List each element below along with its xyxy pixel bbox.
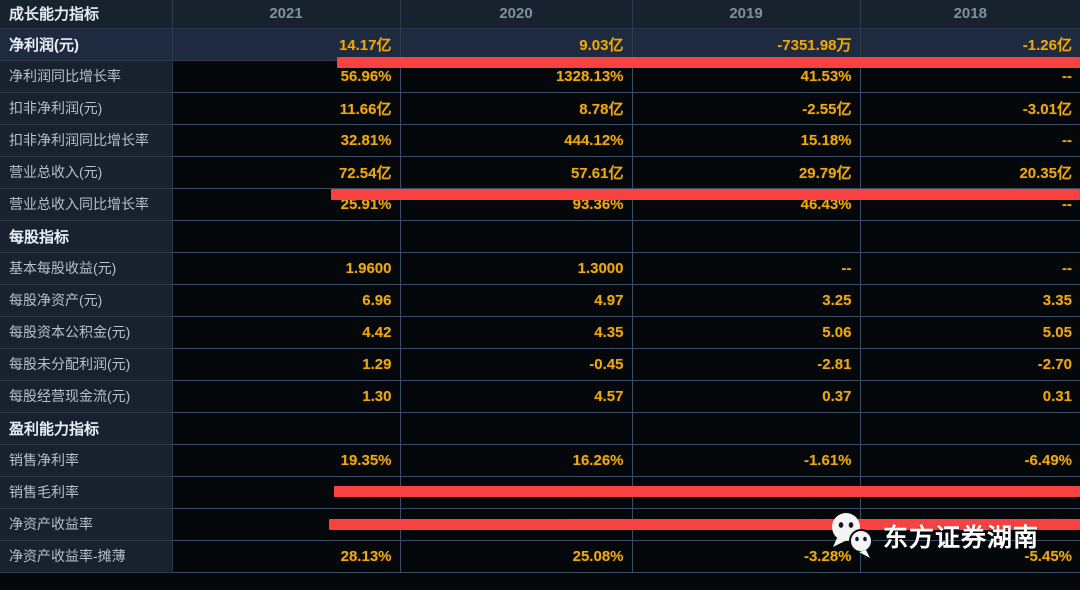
cell-2020[interactable]: 444.12% [399, 123, 633, 157]
cell-2020 [399, 411, 633, 445]
cell-2018[interactable]: 20.35亿 [859, 155, 1080, 189]
cell-2021[interactable]: 72.54亿 [171, 155, 401, 189]
table-row[interactable]: 销售净利率 19.35% 16.26% -1.61% -6.49% [0, 443, 1080, 477]
cell-2021[interactable]: 32.81% [171, 123, 401, 157]
cell-2021[interactable]: 1.29 [171, 347, 401, 381]
cell-2021[interactable]: 28.13% [171, 539, 401, 573]
watermark-text: 东方证券湖南 [883, 524, 1040, 552]
annotation-underline-gross-margin [329, 519, 1080, 530]
annotation-underline-net-margin [334, 486, 1080, 497]
cell-2021[interactable]: 1.9600 [171, 251, 401, 285]
cell-2019[interactable]: 29.79亿 [631, 155, 861, 189]
cell-2019 [631, 411, 861, 445]
cell-2020[interactable]: 1.3000 [399, 251, 633, 285]
cell-2020[interactable]: 57.61亿 [399, 155, 633, 189]
cell-2020[interactable]: 4.35 [399, 315, 633, 349]
table-row[interactable]: 每股经营现金流(元) 1.30 4.57 0.37 0.31 [0, 379, 1080, 413]
cell-2020[interactable]: 16.26% [399, 443, 633, 477]
cell-2020[interactable]: -0.45 [399, 347, 633, 381]
cell-2020[interactable]: 4.97 [399, 283, 633, 317]
table-row[interactable]: 营业总收入(元) 72.54亿 57.61亿 29.79亿 20.35亿 [0, 155, 1080, 189]
column-header-2021: 2021 [171, 0, 401, 29]
cell-2021[interactable]: 11.66亿 [171, 91, 401, 125]
cell-2019[interactable]: -2.55亿 [631, 91, 861, 125]
cell-2018[interactable]: -3.01亿 [859, 91, 1080, 125]
cell-2018[interactable]: -1.26亿 [859, 27, 1080, 61]
cell-2020[interactable]: 25.08% [399, 539, 633, 573]
table-row[interactable]: 每股未分配利润(元) 1.29 -0.45 -2.81 -2.70 [0, 347, 1080, 381]
cell-2019[interactable]: 3.25 [631, 283, 861, 317]
row-label: 盈利能力指标 [0, 411, 173, 445]
watermark: 东方证券湖南 [826, 512, 1039, 560]
row-label[interactable]: 每股净资产(元) [0, 283, 173, 317]
column-header-2019: 2019 [631, 0, 861, 29]
cell-2020[interactable]: 8.78亿 [399, 91, 633, 125]
row-label[interactable]: 每股未分配利润(元) [0, 347, 173, 381]
cell-2019 [631, 219, 861, 253]
column-header-2020: 2020 [399, 0, 633, 29]
row-label[interactable]: 扣非净利润同比增长率 [0, 123, 173, 157]
wechat-icon [832, 513, 873, 558]
table-row[interactable]: 基本每股收益(元) 1.9600 1.3000 -- -- [0, 251, 1080, 285]
table-row[interactable]: 扣非净利润(元) 11.66亿 8.78亿 -2.55亿 -3.01亿 [0, 91, 1080, 125]
cell-2018[interactable]: 3.35 [859, 283, 1080, 317]
table-row[interactable]: 净资产收益率-摊薄 28.13% 25.08% -3.28% -5.45% [0, 539, 1080, 573]
cell-2018[interactable]: -2.70 [859, 347, 1080, 381]
cell-2019[interactable]: -2.81 [631, 347, 861, 381]
cell-2020 [399, 219, 633, 253]
cell-2021[interactable]: 4.42 [171, 315, 401, 349]
row-label[interactable]: 营业总收入(元) [0, 155, 173, 189]
cell-2021 [171, 219, 401, 253]
cell-2021[interactable]: 19.35% [171, 443, 401, 477]
table-title: 成长能力指标 [0, 0, 173, 29]
cell-2018[interactable]: 5.05 [859, 315, 1080, 349]
cell-2018[interactable]: 0.31 [859, 379, 1080, 413]
cell-2021[interactable]: 1.30 [171, 379, 401, 413]
row-label[interactable]: 净利润同比增长率 [0, 59, 173, 93]
annotation-underline-net-profit [337, 57, 1080, 68]
row-label[interactable]: 营业总收入同比增长率 [0, 187, 173, 221]
row-label[interactable]: 净利润(元) [0, 27, 173, 61]
cell-2018 [859, 219, 1080, 253]
cell-2019[interactable]: -1.61% [631, 443, 861, 477]
cell-2021[interactable]: 14.17亿 [171, 27, 401, 61]
row-label[interactable]: 每股资本公积金(元) [0, 315, 173, 349]
cell-2020[interactable]: 4.57 [399, 379, 633, 413]
row-label[interactable]: 每股经营现金流(元) [0, 379, 173, 413]
annotation-underline-revenue [331, 189, 1080, 200]
cell-2019[interactable]: 0.37 [631, 379, 861, 413]
section-row: 盈利能力指标 [0, 411, 1080, 445]
table-row[interactable]: 每股资本公积金(元) 4.42 4.35 5.06 5.05 [0, 315, 1080, 349]
row-label[interactable]: 销售净利率 [0, 443, 173, 477]
table-row[interactable]: 每股净资产(元) 6.96 4.97 3.25 3.35 [0, 283, 1080, 317]
row-label: 每股指标 [0, 219, 173, 253]
cell-2019[interactable]: 15.18% [631, 123, 861, 157]
table-row[interactable]: 扣非净利润同比增长率 32.81% 444.12% 15.18% -- [0, 123, 1080, 157]
row-label[interactable]: 净资产收益率-摊薄 [0, 539, 173, 573]
cell-2018[interactable]: -- [859, 251, 1080, 285]
cell-2018[interactable]: -- [859, 123, 1080, 157]
table-header-row: 成长能力指标 2021 2020 2019 2018 [0, 0, 1080, 29]
row-label[interactable]: 净资产收益率 [0, 507, 173, 541]
cell-2021[interactable]: 6.96 [171, 283, 401, 317]
row-label[interactable]: 销售毛利率 [0, 475, 173, 509]
cell-2021 [171, 411, 401, 445]
cell-2018[interactable]: -5.45% [859, 539, 1080, 573]
table-row[interactable]: 净利润(元) 14.17亿 9.03亿 -7351.98万 -1.26亿 [0, 27, 1080, 61]
cell-2018 [859, 411, 1080, 445]
section-row: 每股指标 [0, 219, 1080, 253]
cell-2019[interactable]: -7351.98万 [631, 27, 861, 61]
cell-2020[interactable]: 9.03亿 [399, 27, 633, 61]
cell-2019[interactable]: -- [631, 251, 861, 285]
cell-2019[interactable]: -3.28% [631, 539, 861, 573]
cell-2018[interactable]: -6.49% [859, 443, 1080, 477]
row-label[interactable]: 基本每股收益(元) [0, 251, 173, 285]
row-label[interactable]: 扣非净利润(元) [0, 91, 173, 125]
cell-2019[interactable]: 5.06 [631, 315, 861, 349]
column-header-2018: 2018 [859, 0, 1080, 29]
